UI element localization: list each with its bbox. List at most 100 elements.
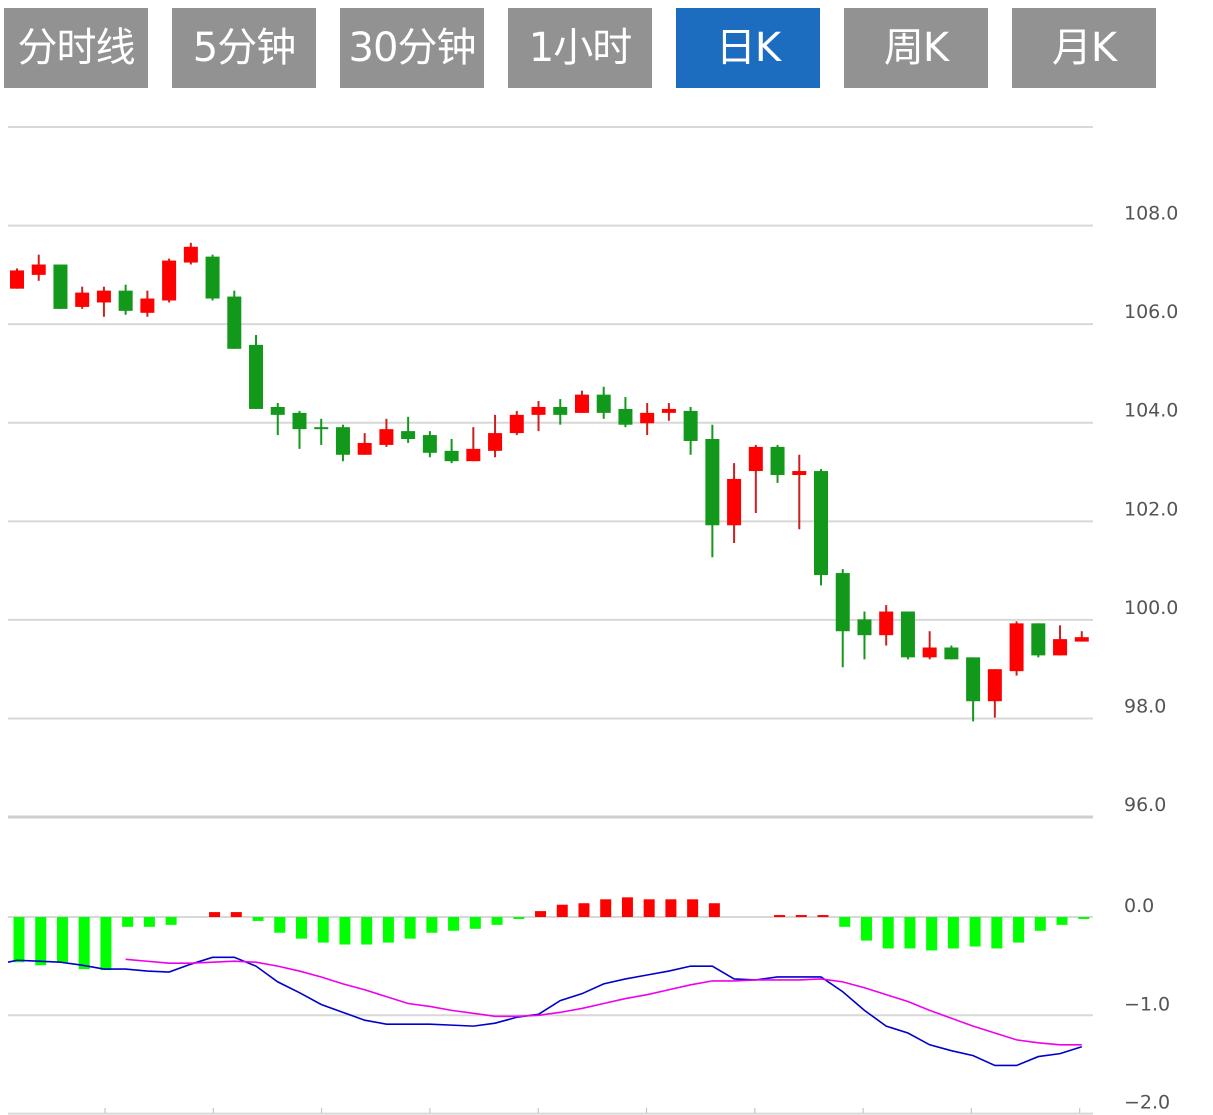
candle — [531, 401, 546, 432]
macd-bar — [621, 897, 633, 917]
grid — [8, 126, 1093, 1115]
candle-body — [401, 431, 416, 440]
candle-body — [227, 296, 242, 349]
candle-body — [748, 446, 763, 472]
macd-bar — [774, 915, 786, 918]
price-tick-label: 96.0 — [1124, 794, 1166, 816]
macd-bar — [122, 917, 134, 927]
candle-body — [857, 619, 872, 636]
tab-4[interactable]: 日K — [676, 8, 820, 88]
tab-5[interactable]: 周K — [844, 8, 988, 88]
candle — [205, 254, 220, 301]
candle-body — [705, 439, 720, 526]
macd-bar — [78, 917, 90, 970]
macd-bar — [687, 899, 699, 917]
candle — [900, 611, 915, 660]
macd-bar — [860, 917, 872, 941]
candle-body — [31, 264, 46, 275]
candle — [357, 433, 372, 455]
macd-bar — [991, 917, 1003, 949]
macd-lines — [7, 956, 1083, 1067]
candle — [488, 414, 503, 458]
candle-body — [1074, 637, 1089, 642]
candle-body — [75, 292, 90, 307]
candle — [835, 569, 850, 668]
candle — [640, 403, 655, 436]
macd-bar — [817, 915, 829, 918]
candle — [379, 418, 394, 447]
macd-bar — [556, 904, 568, 917]
candle — [227, 290, 242, 349]
macd-bar — [448, 917, 460, 931]
candle-body — [53, 264, 68, 309]
candle-body — [944, 647, 959, 660]
macd-bar — [1034, 917, 1046, 931]
candle-body — [618, 408, 633, 425]
y-axis: 108.0 106.0 104.0 102.0 100.0 98.0 96.0 0.0 −1.0… — [1124, 203, 1178, 1114]
tab-6[interactable]: 月K — [1012, 8, 1156, 88]
macd-bar — [491, 917, 503, 925]
candle-body — [574, 394, 589, 413]
candle — [118, 284, 133, 315]
macd-bar — [339, 917, 351, 945]
macd-tick-label: −2.0 — [1124, 1092, 1170, 1114]
macd-bar — [839, 917, 851, 927]
candle-body — [335, 427, 350, 455]
candle — [661, 403, 676, 421]
candle-body — [814, 471, 829, 576]
macd-bar — [404, 917, 416, 939]
candle-body — [596, 394, 611, 413]
candle — [727, 463, 742, 544]
tab-3[interactable]: 1小时 — [508, 8, 652, 88]
candle — [596, 386, 611, 419]
macd-bar — [209, 912, 221, 917]
candle — [944, 645, 959, 660]
candle — [814, 469, 829, 586]
tab-1[interactable]: 5分钟 — [172, 8, 316, 88]
candle-body — [966, 657, 981, 702]
candle-body — [531, 406, 546, 415]
candle-body — [270, 406, 285, 415]
macd-bar — [1078, 917, 1090, 919]
macd-bar — [882, 917, 894, 949]
candle-body — [292, 412, 307, 430]
macd-bar — [600, 899, 612, 917]
candle-body — [683, 410, 698, 441]
candle — [987, 669, 1002, 718]
price-tick-label: 98.0 — [1124, 695, 1166, 717]
candle — [162, 258, 177, 303]
candle — [748, 444, 763, 513]
tab-0[interactable]: 分时线 — [4, 8, 148, 88]
macd-bar — [361, 917, 373, 945]
macd-bar — [947, 917, 959, 949]
tab-2[interactable]: 30分钟 — [340, 8, 484, 88]
macd-bar — [469, 917, 481, 929]
macd-bar — [535, 911, 547, 917]
candle — [1009, 621, 1024, 676]
candle — [618, 397, 633, 428]
candle — [422, 431, 437, 458]
macd-tick-label: 0.0 — [1124, 895, 1154, 917]
macd-bar — [708, 903, 720, 917]
macd-bar — [100, 917, 112, 971]
candles — [10, 242, 1089, 722]
candle — [466, 427, 481, 462]
candle-body — [444, 450, 459, 462]
candle — [183, 242, 198, 265]
candle — [966, 657, 981, 722]
candle-body — [727, 478, 742, 526]
candle — [574, 390, 589, 413]
candle-body — [640, 412, 655, 424]
macd-bar — [665, 899, 677, 917]
macd-bar — [274, 917, 286, 933]
candle — [335, 424, 350, 462]
price-tick-label: 106.0 — [1124, 301, 1178, 323]
candle — [1074, 631, 1089, 642]
candle-body — [118, 290, 133, 311]
macd-bar — [904, 917, 916, 949]
candle-body — [1053, 639, 1068, 656]
candle — [509, 410, 524, 436]
candle-body — [770, 446, 785, 475]
candle-body — [922, 647, 937, 658]
macd-bar — [35, 917, 47, 966]
